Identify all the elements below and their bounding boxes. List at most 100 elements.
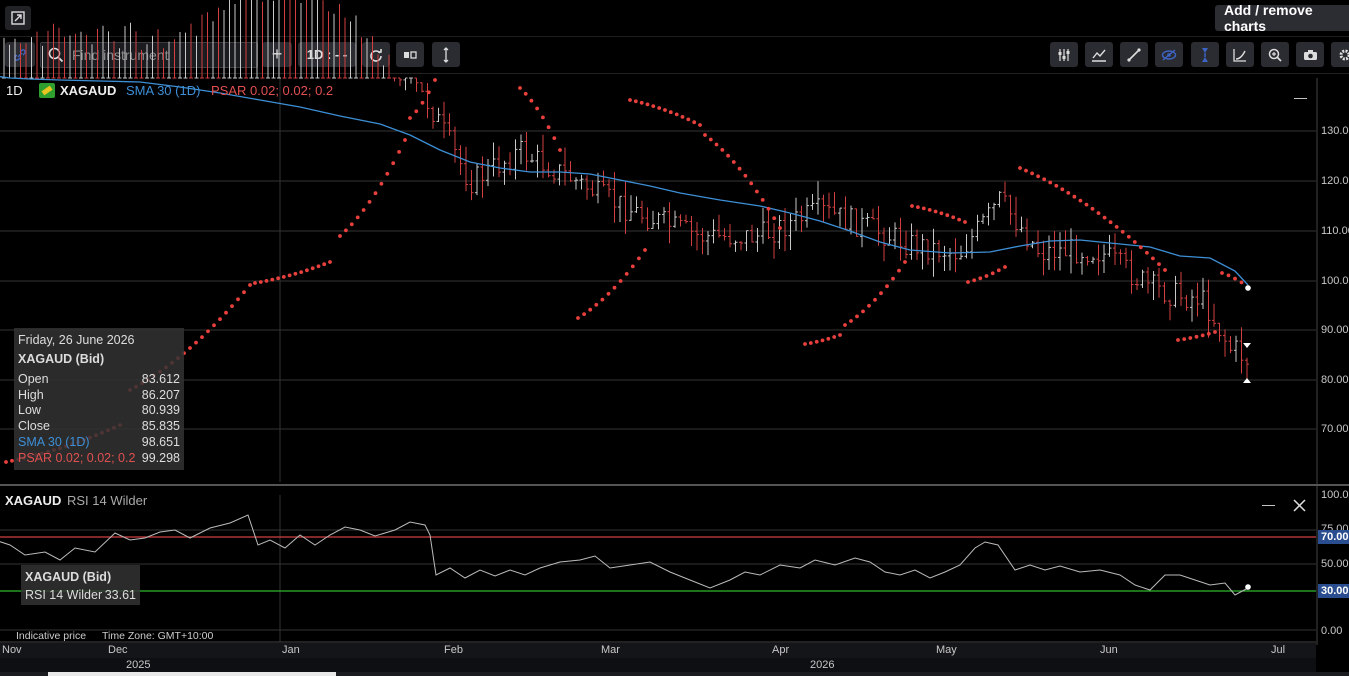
- rsi-tooltip-value: 33.61: [104, 588, 136, 602]
- month-label: Feb: [444, 644, 463, 656]
- curve-tool-icon[interactable]: [1226, 42, 1254, 67]
- add-instrument-button[interactable]: +: [262, 42, 292, 67]
- rsi-minimize-button[interactable]: —: [1262, 497, 1275, 512]
- psar-dot: [927, 208, 932, 212]
- psar-dot: [299, 270, 304, 274]
- psar-legend[interactable]: PSAR 0.02; 0.02; 0.2: [211, 83, 334, 98]
- psar-dot: [1024, 168, 1028, 173]
- psar-dot: [270, 277, 275, 282]
- psar-dot: [1066, 191, 1071, 195]
- psar-dot: [637, 256, 641, 261]
- psar-dot: [253, 281, 257, 285]
- search-input[interactable]: Find instrument: [72, 47, 169, 63]
- psar-dot: [910, 204, 914, 208]
- psar-dot: [433, 78, 437, 82]
- camera-icon[interactable]: [1296, 42, 1324, 67]
- psar-dot: [552, 136, 557, 141]
- psar-dot: [523, 91, 528, 96]
- scrollbar-track[interactable]: [0, 672, 1349, 676]
- tooltip-label: Open: [18, 372, 49, 386]
- psar-dot: [349, 222, 354, 227]
- price-tick: 130.00: [1321, 125, 1349, 137]
- psar-dot: [403, 138, 407, 142]
- chart-type-icon[interactable]: [396, 42, 424, 67]
- psar-dot: [230, 304, 234, 308]
- psar-dot: [1220, 271, 1224, 275]
- tooltip-value: 99.298: [141, 451, 180, 465]
- year-label: 2026: [810, 659, 835, 671]
- price-tick: 80.00: [1321, 374, 1349, 386]
- psar-dot: [264, 279, 269, 283]
- top-bar: [0, 0, 1349, 37]
- psar-dot: [535, 106, 539, 111]
- rsi-symbol-label[interactable]: XAGAUD: [5, 493, 62, 508]
- rsi-tick: 100.00: [1321, 489, 1349, 501]
- x-axis: [0, 643, 1316, 658]
- rsi-indicator-label[interactable]: RSI 14 Wilder: [67, 493, 148, 508]
- psar-dot: [674, 112, 679, 117]
- psar-dot: [606, 291, 611, 296]
- psar-dot: [200, 335, 204, 339]
- psar-dot: [287, 273, 292, 278]
- psar-dot: [1200, 333, 1205, 338]
- rsi-tooltip: XAGAUD (Bid) RSI 14 Wilder 33.61: [21, 565, 140, 605]
- price-candles: [2, 0, 1249, 380]
- price-tick: 100.00: [1321, 275, 1349, 287]
- visibility-icon[interactable]: [1155, 42, 1183, 67]
- interval-selector[interactable]: 1D : - -: [298, 42, 356, 67]
- scrollbar-thumb[interactable]: [48, 672, 336, 676]
- psar-dot: [996, 268, 1001, 273]
- low-marker: [1243, 378, 1251, 383]
- psar-dot: [849, 319, 853, 323]
- psar-dot: [843, 323, 847, 327]
- close-icon[interactable]: [1293, 499, 1306, 512]
- draw-line-icon[interactable]: [1120, 42, 1148, 67]
- add-remove-charts-button[interactable]: Add / remove charts: [1215, 2, 1349, 34]
- psar-dot: [1120, 229, 1125, 234]
- settings-gear-icon[interactable]: [1331, 42, 1349, 67]
- psar-dot: [391, 161, 396, 166]
- psar-dot: [1163, 268, 1167, 272]
- tooltip-date: Friday, 26 June 2026: [18, 333, 135, 347]
- more-options-icon[interactable]: [432, 42, 460, 67]
- symbol-label[interactable]: XAGAUD: [60, 83, 117, 98]
- price-tick: 70.00: [1321, 423, 1349, 435]
- psar-dot: [1072, 194, 1077, 199]
- psar-dot: [916, 205, 920, 210]
- rsi-30-tag: 30.00: [1318, 584, 1349, 598]
- auto-scale-icon[interactable]: [1191, 42, 1219, 67]
- psar-dot: [879, 291, 883, 296]
- chart-style-icon[interactable]: [1085, 42, 1113, 67]
- psar-dot: [1030, 171, 1034, 176]
- rsi-70-tag: 70.00: [1318, 530, 1349, 544]
- psar-dot: [624, 272, 629, 276]
- search-box[interactable]: Find instrument: [40, 42, 258, 68]
- indicators-icon[interactable]: [1050, 42, 1078, 67]
- psar-dot: [1151, 256, 1155, 261]
- psar-dot: [1114, 225, 1119, 229]
- psar-dot: [322, 262, 327, 267]
- month-label: Mar: [601, 644, 620, 656]
- psar-dot: [826, 336, 831, 341]
- psar-dot: [1003, 265, 1007, 269]
- psar-dot: [639, 100, 644, 105]
- psar-dot: [188, 346, 192, 350]
- psar-dot: [316, 264, 321, 269]
- psar-dot: [680, 115, 685, 119]
- psar-dot: [1048, 180, 1053, 185]
- psar-dot: [1108, 220, 1113, 225]
- psar-dot: [1138, 245, 1143, 250]
- psar-dot: [832, 335, 837, 339]
- zoom-icon[interactable]: [1261, 42, 1289, 67]
- rsi-tick: 50.00: [1321, 558, 1349, 570]
- psar-dot: [361, 208, 366, 212]
- psar-dot: [966, 280, 970, 284]
- psar-dot: [338, 234, 342, 238]
- minimize-panel-button[interactable]: —: [1294, 90, 1307, 105]
- detach-window-icon[interactable]: [5, 6, 31, 30]
- psar-dot: [1206, 331, 1211, 336]
- psar-dot: [355, 215, 360, 220]
- sma-legend[interactable]: SMA 30 (1D): [126, 83, 201, 98]
- psar-dot: [1036, 174, 1040, 179]
